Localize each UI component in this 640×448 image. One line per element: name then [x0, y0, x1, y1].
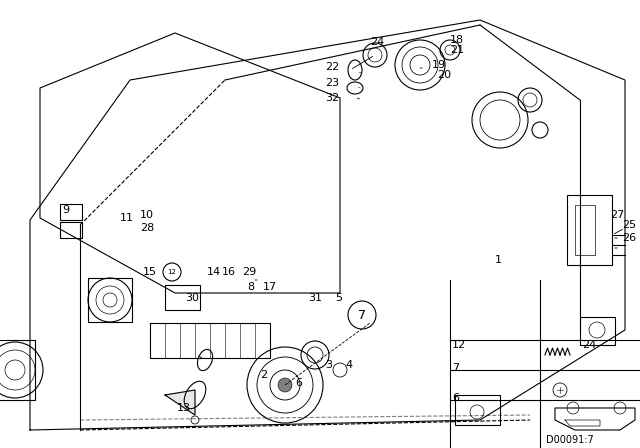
Text: 24: 24 — [370, 37, 384, 47]
Text: 16: 16 — [222, 267, 236, 277]
Text: 14: 14 — [207, 267, 221, 277]
Text: 22: 22 — [325, 62, 339, 72]
Text: 12: 12 — [168, 269, 177, 275]
Text: 18: 18 — [450, 35, 464, 45]
Text: 4: 4 — [345, 360, 352, 370]
Text: 8: 8 — [247, 282, 254, 292]
Text: 17: 17 — [263, 282, 277, 292]
Circle shape — [278, 378, 292, 392]
Text: 21: 21 — [450, 45, 464, 55]
Text: 6: 6 — [452, 393, 459, 403]
Bar — [60, 222, 82, 238]
Text: 28: 28 — [140, 223, 154, 233]
Bar — [88, 278, 132, 322]
Text: 3: 3 — [325, 360, 332, 370]
Bar — [567, 195, 612, 265]
Text: 31: 31 — [308, 293, 322, 303]
Polygon shape — [165, 390, 195, 415]
Text: 6: 6 — [295, 378, 302, 388]
Text: 7: 7 — [358, 309, 366, 322]
Bar — [580, 317, 615, 345]
Text: 29: 29 — [242, 267, 256, 277]
Bar — [165, 285, 200, 310]
Text: 5: 5 — [335, 293, 342, 303]
Text: 25: 25 — [622, 220, 636, 230]
Bar — [575, 205, 595, 255]
Text: 7: 7 — [452, 363, 459, 373]
Text: 20: 20 — [437, 70, 451, 80]
Text: 12: 12 — [452, 340, 466, 350]
Text: 11: 11 — [120, 213, 134, 223]
Text: 1: 1 — [495, 255, 502, 265]
Bar — [455, 395, 500, 425]
Text: 26: 26 — [622, 233, 636, 243]
Text: 32: 32 — [325, 93, 339, 103]
Text: 24: 24 — [582, 340, 596, 350]
Text: 2: 2 — [260, 370, 267, 380]
Text: 13: 13 — [177, 403, 191, 413]
Bar — [150, 323, 270, 358]
Text: D00091:7: D00091:7 — [546, 435, 594, 445]
Text: 9: 9 — [62, 205, 69, 215]
Text: 19: 19 — [432, 60, 446, 70]
Text: 30: 30 — [185, 293, 199, 303]
Bar — [60, 204, 82, 220]
Text: 23: 23 — [325, 78, 339, 88]
Text: 27: 27 — [610, 210, 624, 220]
Text: 15: 15 — [143, 267, 157, 277]
Text: 10: 10 — [140, 210, 154, 220]
Bar — [0, 340, 35, 400]
